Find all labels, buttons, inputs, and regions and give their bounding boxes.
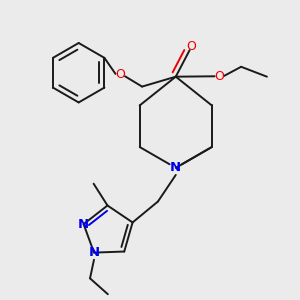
Text: N: N — [78, 218, 89, 231]
Text: O: O — [115, 68, 125, 81]
Text: N: N — [170, 161, 181, 174]
Text: O: O — [214, 70, 224, 83]
Text: N: N — [88, 246, 100, 259]
Text: O: O — [187, 40, 196, 53]
